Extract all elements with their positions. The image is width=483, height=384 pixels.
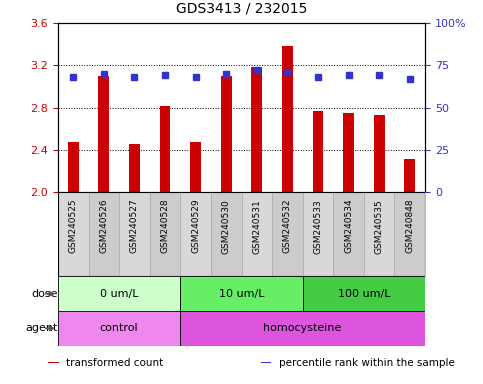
Text: transformed count: transformed count: [66, 358, 163, 368]
Text: GSM240525: GSM240525: [69, 199, 78, 253]
Text: homocysteine: homocysteine: [264, 323, 342, 333]
Text: GSM240534: GSM240534: [344, 199, 353, 253]
Text: GSM240528: GSM240528: [160, 199, 170, 253]
Bar: [303, 192, 333, 276]
Text: dose: dose: [31, 289, 58, 299]
Text: GSM240535: GSM240535: [375, 199, 384, 253]
Text: GSM240532: GSM240532: [283, 199, 292, 253]
Bar: [395, 192, 425, 276]
Text: GSM240526: GSM240526: [99, 199, 108, 253]
Bar: [242, 192, 272, 276]
Text: 10 um/L: 10 um/L: [219, 289, 264, 299]
Text: GSM240527: GSM240527: [130, 199, 139, 253]
Bar: [282, 46, 293, 192]
Bar: [180, 311, 425, 346]
Text: GSM240848: GSM240848: [405, 199, 414, 253]
Text: GDS3413 / 232015: GDS3413 / 232015: [176, 2, 307, 15]
Bar: [313, 111, 323, 192]
Bar: [58, 192, 88, 276]
Bar: [99, 76, 109, 192]
Bar: [272, 192, 303, 276]
Text: 100 um/L: 100 um/L: [338, 289, 390, 299]
Bar: [119, 192, 150, 276]
Text: percentile rank within the sample: percentile rank within the sample: [279, 358, 455, 368]
Bar: [58, 311, 180, 346]
Bar: [221, 76, 231, 192]
Bar: [180, 192, 211, 276]
Bar: [364, 192, 395, 276]
Bar: [374, 115, 384, 192]
Bar: [68, 142, 79, 192]
Bar: [48, 362, 59, 363]
Bar: [150, 192, 180, 276]
Bar: [343, 113, 354, 192]
Bar: [58, 276, 180, 311]
Text: agent: agent: [26, 323, 58, 333]
Bar: [129, 144, 140, 192]
Bar: [88, 192, 119, 276]
Bar: [333, 192, 364, 276]
Text: 0 um/L: 0 um/L: [100, 289, 139, 299]
Bar: [180, 276, 303, 311]
Text: GSM240530: GSM240530: [222, 199, 231, 253]
Bar: [404, 159, 415, 192]
Text: control: control: [100, 323, 139, 333]
Text: GSM240533: GSM240533: [313, 199, 323, 253]
Bar: [252, 68, 262, 192]
Text: GSM240531: GSM240531: [252, 199, 261, 253]
Bar: [303, 276, 425, 311]
Bar: [160, 106, 170, 192]
Bar: [190, 142, 201, 192]
Bar: [211, 192, 242, 276]
Text: GSM240529: GSM240529: [191, 199, 200, 253]
Bar: [261, 362, 271, 363]
